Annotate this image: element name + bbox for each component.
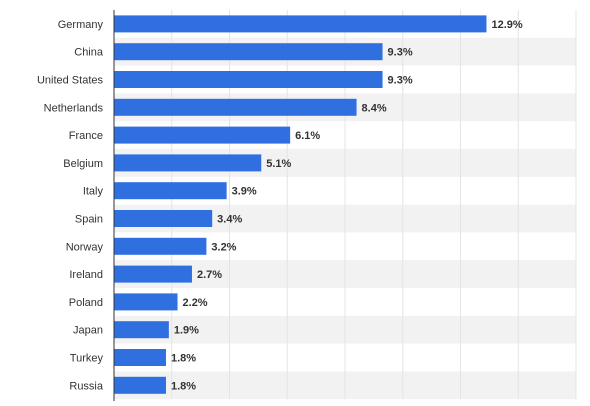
- value-label: 9.3%: [388, 75, 413, 87]
- category-labels: Germany China United States Netherlands Fran…: [37, 19, 104, 392]
- category-label: United States: [37, 75, 104, 87]
- value-labels: 12.9% 9.3% 9.3% 8.4% 6.1% 5.1% 3.9% 3.4% 3.2% 2.7…: [171, 19, 523, 392]
- bar: [114, 43, 383, 61]
- value-label: 3.9%: [232, 186, 257, 198]
- bar: [114, 15, 487, 33]
- bar: [114, 237, 207, 255]
- value-label: 12.9%: [491, 19, 522, 31]
- value-label: 1.8%: [171, 353, 196, 365]
- category-label: Poland: [69, 297, 103, 309]
- bar: [114, 293, 178, 311]
- value-label: 1.8%: [171, 380, 196, 392]
- category-label: Russia: [69, 380, 104, 392]
- category-label: Japan: [73, 325, 103, 337]
- bar: [114, 182, 227, 200]
- category-label: Italy: [83, 186, 104, 198]
- value-label: 2.7%: [197, 269, 222, 281]
- bar: [114, 126, 291, 144]
- bar: [114, 376, 166, 394]
- category-label: Belgium: [63, 158, 103, 170]
- bar: [114, 210, 213, 227]
- category-label: Turkey: [70, 353, 104, 365]
- bar: [114, 98, 357, 116]
- value-label: 8.4%: [362, 102, 387, 114]
- category-label: France: [69, 130, 103, 142]
- bars: [114, 15, 487, 394]
- bar: [114, 321, 169, 339]
- value-label: 1.9%: [174, 325, 199, 337]
- value-label: 9.3%: [388, 47, 413, 59]
- value-label: 2.2%: [183, 297, 208, 309]
- value-label: 6.1%: [295, 130, 320, 142]
- category-label: Netherlands: [44, 102, 104, 114]
- bar: [114, 154, 262, 172]
- bar: [114, 265, 192, 283]
- bar: [114, 349, 166, 366]
- bar: [114, 71, 383, 88]
- category-label: Germany: [58, 19, 104, 31]
- category-label: Ireland: [69, 269, 103, 281]
- category-label: China: [74, 47, 104, 59]
- category-label: Spain: [75, 214, 103, 226]
- value-label: 3.4%: [217, 214, 242, 226]
- category-label: Norway: [66, 241, 104, 253]
- value-label: 3.2%: [211, 241, 236, 253]
- value-label: 5.1%: [266, 158, 291, 170]
